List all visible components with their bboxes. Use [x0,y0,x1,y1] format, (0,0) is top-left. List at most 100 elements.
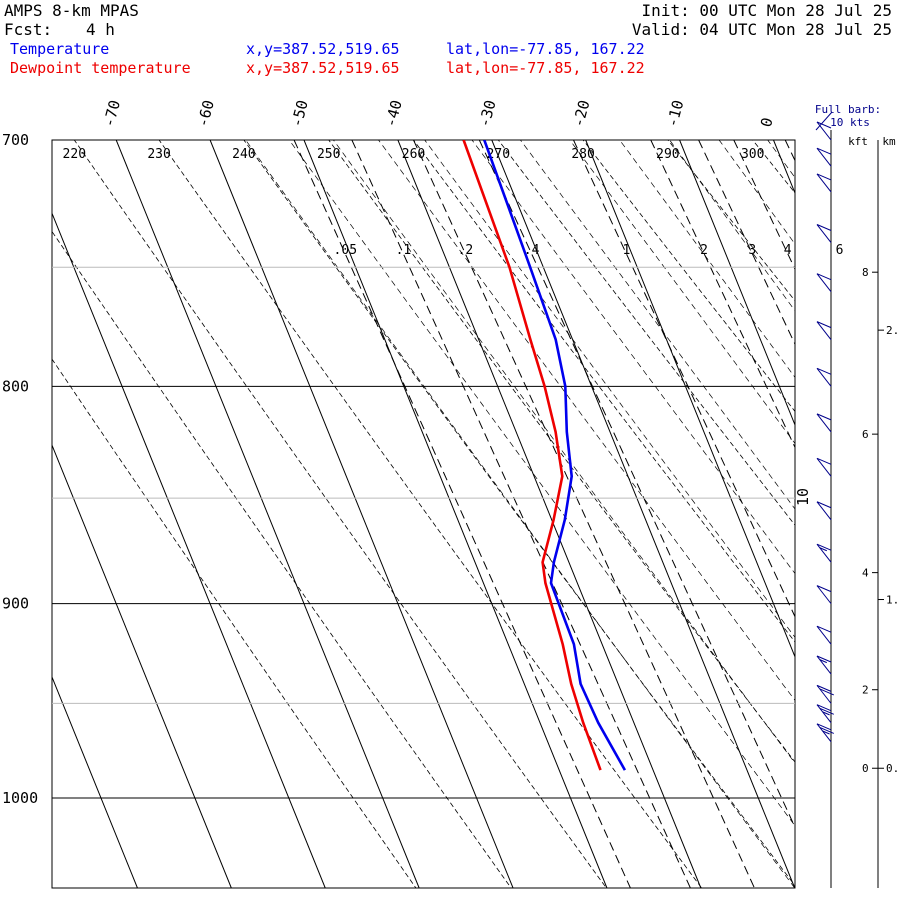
km-tick-label: 0. [886,762,899,775]
wind-barb-flag [816,273,832,281]
wind-barb-staff [816,501,832,521]
temperature-tick-label: 0 [757,116,777,129]
wind-barb-flag [816,121,832,129]
mixing-ratio-line [573,140,795,618]
legend-dewpoint-name: Dewpoint temperature [10,59,191,77]
plot-frame [51,139,796,889]
wind-barb [816,224,832,243]
valid-time: Valid: 04 UTC Mon 28 Jul 25 [631,20,892,39]
isotherm [303,140,608,888]
wind-barb [816,625,832,645]
wind-barb [816,413,832,433]
wind-barb-flag [816,625,832,633]
moist-adiabat-label: 10 [794,488,812,506]
init-time: Init: 00 UTC Mon 28 Jul 25 [641,1,892,20]
dry-adiabat [497,140,795,526]
wind-barb [816,457,832,477]
wind-barb-staff [816,147,832,167]
temperature-tick-label: -10 [663,98,687,129]
wind-barb [816,655,832,675]
mixing-ratio-label: 2 [700,243,708,258]
moist-adiabat [245,140,795,888]
wind-barb [816,173,832,193]
dry-adiabat [52,230,512,888]
isotherm [585,140,795,659]
pressure-tick-label: 900 [2,595,29,613]
temperature-tick-label: -30 [475,98,499,129]
kft-axis-label: kft [848,135,868,148]
wind-barb-staff [816,224,832,243]
dry-adiabat [328,140,795,763]
barb-legend-sample [815,111,833,131]
wind-barb-staff [816,585,832,604]
theta-label: 280 [571,147,594,162]
mixing-ratio-label: 4 [784,243,792,258]
wind-barb-flag [816,457,832,465]
isotherm [397,140,702,888]
mixing-ratio-label: 3 [748,243,756,258]
wind-barb-flag [816,655,832,663]
wind-barb-staff [816,273,832,293]
wind-barb-staff [816,368,832,387]
wind-barb-half-flag [822,711,830,716]
wind-barb-staff [816,625,832,645]
wind-barb [816,147,832,167]
mixing-ratio-label: .2 [458,243,474,258]
kft-tick-label: 6 [862,428,869,441]
wind-barb-half-flag [819,547,827,552]
legend-temperature-latlon: lat,lon=-77.85, 167.22 [446,40,645,58]
moist-adiabat [424,140,795,638]
wind-barb [816,723,834,743]
km-axis-label: km [882,135,896,148]
wind-barb [816,684,834,704]
dry-adiabat [413,140,795,643]
moist-adiabat [718,140,795,245]
wind-barb-flag [816,224,832,231]
wind-barb-flag [816,684,832,692]
wind-barb [816,121,832,141]
pressure-tick-label: 700 [2,131,29,149]
wind-barb-flag [816,723,832,731]
wind-barb-staff [816,543,832,563]
mixing-ratio-line [650,140,795,449]
legend-dewpoint-latlon: lat,lon=-77.85, 167.22 [446,59,645,77]
temperature-tick-label: -40 [381,98,405,129]
isotherm [0,140,44,888]
theta-label: 230 [147,147,170,162]
kft-tick-label: 8 [862,266,869,279]
dry-adiabat [243,140,795,887]
wind-barb-staff [816,413,832,433]
temperature-tick-label: -20 [569,98,593,129]
wind-barb-flag [816,704,832,712]
legend-dewpoint-coords: x,y=387.52,519.65 [246,59,400,77]
wind-barb [816,543,832,563]
wind-barb-staff [816,685,832,704]
wind-barb-staff [816,704,832,723]
theta-label: 240 [232,147,255,162]
forecast-label: Fcst: [4,20,53,39]
kft-tick-label: 2 [862,684,869,697]
mixing-ratio-line [698,140,795,346]
theta-label: 250 [317,147,340,162]
moist-adiabat [471,140,795,575]
wind-barb-staff [816,321,832,340]
moist-adiabat [332,140,795,764]
pressure-tick-label: 800 [2,377,29,395]
legend-temperature-coords: x,y=387.52,519.65 [246,40,400,58]
wind-barb-staff [816,458,832,477]
wind-barb-staff [816,655,832,675]
theta-label: 260 [402,147,425,162]
model-title: AMPS 8-km MPAS [4,1,139,20]
isotherm [491,140,795,888]
mixing-ratio-label: .05 [334,243,357,258]
forecast-hours: 4 h [86,20,115,39]
mixing-ratio-line [478,140,795,829]
theta-label: 290 [656,147,679,162]
wind-barb [816,321,832,340]
pressure-tick-label: 1000 [2,789,38,807]
mixing-ratio-line [733,140,795,271]
isotherm [679,140,795,427]
mixing-ratio-label: .4 [524,243,540,258]
wind-barb-flag [816,543,832,551]
